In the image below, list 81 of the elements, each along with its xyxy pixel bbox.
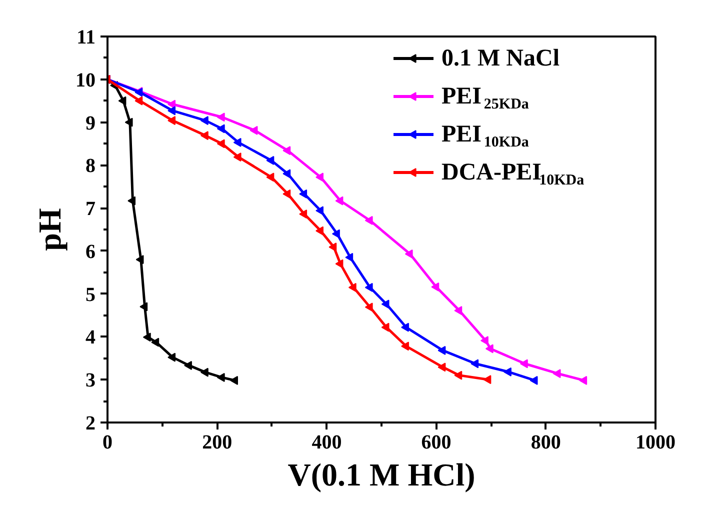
point	[216, 124, 225, 134]
point	[266, 156, 274, 165]
point	[454, 370, 462, 380]
point	[364, 302, 373, 312]
point	[124, 118, 133, 127]
point	[485, 344, 494, 354]
point	[266, 172, 274, 182]
point	[381, 300, 390, 309]
point	[335, 259, 344, 268]
point	[142, 332, 151, 342]
point	[151, 338, 160, 347]
y-tick-label: 11	[76, 26, 96, 48]
y-tick-label: 6	[86, 240, 96, 263]
point	[168, 116, 176, 126]
point	[316, 172, 324, 182]
point	[438, 346, 446, 355]
point	[200, 116, 208, 126]
point	[401, 342, 409, 351]
y-tick-label: 5	[86, 284, 96, 306]
point	[200, 131, 208, 140]
point	[552, 369, 561, 378]
point	[335, 196, 344, 206]
point	[299, 210, 308, 219]
point	[282, 169, 291, 178]
point	[438, 362, 446, 372]
point	[348, 282, 356, 292]
x-tick-label: 0	[102, 432, 112, 454]
x-axis-title: V(0.1 M HCl)	[288, 456, 476, 492]
legend-label: 0.1 M NaCl	[442, 46, 560, 72]
point	[530, 376, 538, 385]
y-tick-label: 8	[86, 155, 96, 178]
point	[168, 352, 176, 362]
point	[216, 139, 225, 148]
point	[168, 106, 176, 116]
point	[134, 96, 143, 106]
point	[216, 112, 225, 122]
point	[299, 189, 308, 198]
point	[118, 96, 126, 106]
point	[579, 376, 588, 385]
point	[216, 372, 225, 382]
point	[230, 376, 238, 385]
point	[431, 282, 440, 292]
x-tick-label: 800	[530, 432, 561, 454]
point	[136, 255, 144, 264]
point	[250, 126, 258, 135]
point	[200, 368, 208, 377]
point	[381, 322, 390, 332]
point	[184, 360, 192, 370]
point	[332, 229, 340, 238]
point	[345, 252, 354, 262]
y-axis-title: pH	[32, 208, 68, 251]
point	[282, 189, 291, 198]
point	[328, 242, 337, 252]
point	[520, 359, 528, 368]
x-tick-label: 200	[202, 432, 232, 454]
y-tick-label: 2	[86, 412, 96, 434]
y-tick-label: 3	[86, 370, 96, 392]
point	[364, 282, 373, 292]
point	[316, 226, 324, 236]
point	[168, 100, 176, 109]
point	[483, 375, 492, 384]
point	[233, 152, 242, 162]
point	[233, 138, 242, 147]
point	[454, 306, 462, 316]
point	[401, 322, 409, 332]
y-tick-label: 4	[86, 326, 96, 349]
point	[128, 196, 136, 206]
x-tick-label: 400	[312, 432, 342, 454]
point	[282, 146, 291, 156]
point	[470, 359, 479, 368]
y-tick-label: 7	[86, 198, 96, 220]
point	[316, 206, 324, 216]
y-tick-label: 9	[86, 112, 96, 134]
point	[404, 249, 413, 258]
y-tick-label: 10	[76, 69, 96, 92]
x-tick-label: 1000	[636, 432, 676, 454]
point	[504, 367, 512, 376]
point	[480, 336, 488, 346]
point	[364, 216, 373, 225]
point	[140, 302, 148, 312]
x-tick-label: 600	[421, 432, 452, 454]
